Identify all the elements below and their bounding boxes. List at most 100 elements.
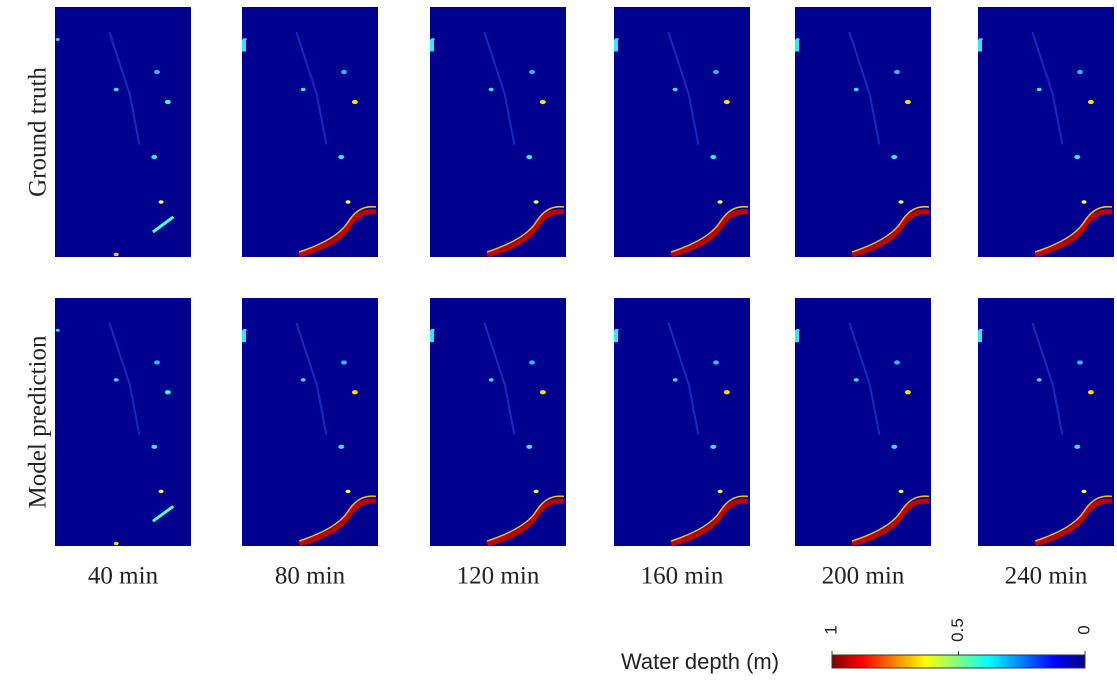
stream <box>1031 31 1064 145</box>
flood-spot <box>341 360 347 365</box>
map-panel <box>430 298 566 547</box>
flood-spot <box>341 69 347 75</box>
flood-spot <box>158 200 164 204</box>
river <box>298 498 377 547</box>
colorbar-tick-label: 0.5 <box>948 618 967 642</box>
edge-spot <box>795 330 799 343</box>
edge-spot <box>242 330 246 343</box>
column-label: 80 min <box>275 563 346 590</box>
flood-spot <box>113 378 119 382</box>
flood-spot <box>338 444 345 449</box>
flood-spot <box>1074 154 1081 160</box>
stream <box>667 31 700 145</box>
flood-spot <box>345 200 351 204</box>
edge-spot <box>614 39 618 52</box>
flood-spot <box>113 87 119 92</box>
flood-spot <box>717 489 723 494</box>
flood-spot <box>723 390 730 395</box>
flood-spot <box>1036 378 1042 382</box>
flood-spot <box>113 541 119 546</box>
flood-spot <box>891 444 898 449</box>
map-background <box>55 7 191 257</box>
flood-spot <box>904 99 911 105</box>
river <box>1034 498 1113 547</box>
flood-spot <box>853 87 859 92</box>
river <box>851 498 930 547</box>
stream <box>108 322 141 435</box>
flood-spot <box>151 444 158 449</box>
map-panel <box>795 7 931 258</box>
colorbar-tick-label: 0 <box>1074 625 1093 634</box>
stream <box>1031 322 1064 435</box>
flood-spot <box>1087 390 1094 395</box>
map-panel <box>978 7 1114 258</box>
flood-spot <box>1087 99 1094 105</box>
flood-spot <box>300 87 306 92</box>
river-edge <box>298 205 377 253</box>
map-panel <box>242 298 378 547</box>
flood-spot <box>723 99 730 105</box>
column-label: 40 min <box>88 563 159 590</box>
stream <box>483 322 516 435</box>
edge-spot <box>978 39 982 52</box>
flood-spot <box>488 378 494 382</box>
flood-spot <box>533 489 539 494</box>
flood-spot <box>526 444 533 449</box>
column-label: 160 min <box>641 563 724 590</box>
stream <box>483 31 516 145</box>
edge-spot <box>978 330 982 343</box>
flood-spot <box>151 154 158 160</box>
flood-spot <box>529 69 535 75</box>
river <box>1034 209 1113 258</box>
flood-spot <box>539 390 546 395</box>
flood-spot <box>164 390 171 395</box>
stream <box>295 322 328 435</box>
edge-spot <box>242 39 246 52</box>
column-label: 200 min <box>822 563 905 590</box>
flood-spot <box>710 154 717 160</box>
flood-spot <box>1077 69 1083 75</box>
colorbar-label: Water depth (m) <box>621 649 779 674</box>
river <box>298 209 377 258</box>
flood-spot <box>154 69 160 75</box>
edge-spot <box>430 39 434 52</box>
edge-spot <box>614 330 618 343</box>
river <box>670 209 749 258</box>
flood-spot <box>1074 444 1081 449</box>
flood-spot <box>351 99 358 105</box>
river-edge <box>851 495 930 542</box>
row-label: Ground truth <box>25 67 52 197</box>
river-edge <box>670 205 749 253</box>
flood-spot <box>894 69 900 75</box>
stream <box>295 31 328 145</box>
river-edge <box>298 495 377 542</box>
flood-spot <box>300 378 306 382</box>
column-label: 120 min <box>457 563 540 590</box>
flood-spot <box>351 390 358 395</box>
river <box>851 209 930 258</box>
flood-spot <box>898 200 904 204</box>
flood-spot <box>891 154 898 160</box>
flood-spot <box>154 360 160 365</box>
row-label: Model prediction <box>25 335 52 508</box>
flood-spot <box>164 99 171 105</box>
flood-spot <box>526 154 533 160</box>
flood-spot <box>894 360 900 365</box>
flood-spot <box>713 360 719 365</box>
map-panel <box>978 298 1114 547</box>
flood-spot <box>853 378 859 382</box>
flood-spot <box>338 154 345 160</box>
river-edge <box>486 495 565 542</box>
stream <box>667 322 700 435</box>
edge-spot <box>795 39 799 52</box>
river <box>486 498 565 547</box>
colorbar <box>831 654 1086 669</box>
stream <box>108 31 141 145</box>
flood-spot <box>529 360 535 365</box>
flood-spot <box>113 252 119 257</box>
flood-spot <box>533 200 539 204</box>
flood-spot <box>710 444 717 449</box>
flood-spot <box>345 489 351 494</box>
flood-spot <box>1081 200 1087 204</box>
flood-spot <box>898 489 904 494</box>
